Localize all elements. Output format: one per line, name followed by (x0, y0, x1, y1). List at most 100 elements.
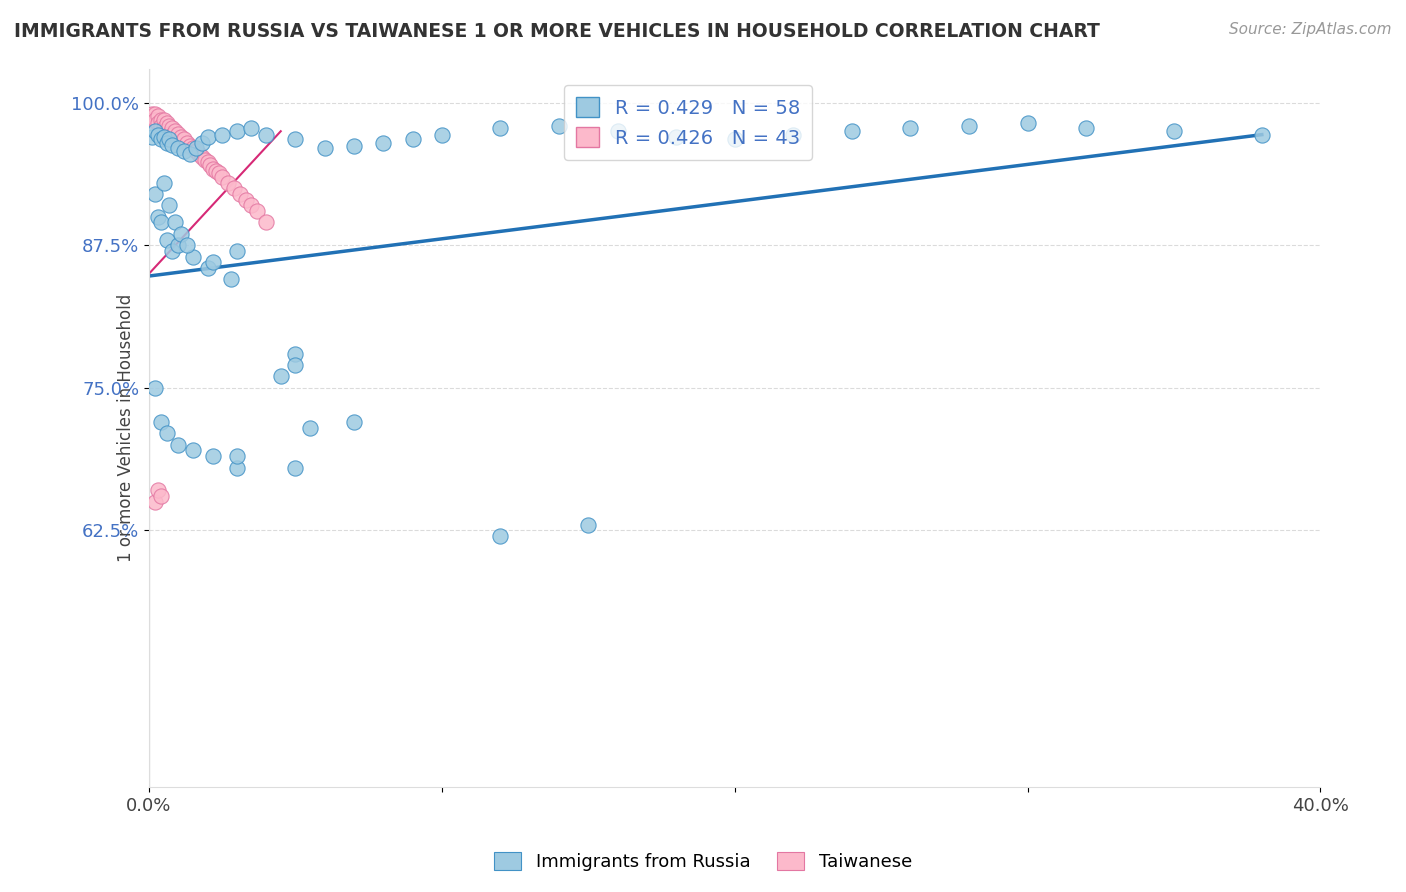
Point (152, 120, 174, 135)
Point (284, 460, 307, 475)
Point (240, 120, 263, 135)
Point (284, 358, 307, 372)
Point (343, 415, 366, 429)
Point (235, 193, 257, 207)
Point (159, 132, 181, 146)
Point (1074, 120, 1097, 135)
Point (1250, 128, 1272, 142)
Point (143, 495, 166, 509)
Point (162, 244, 184, 258)
Point (143, 112, 166, 127)
Point (155, 233, 177, 247)
Point (165, 124, 187, 138)
Point (141, 107, 163, 121)
Point (179, 139, 201, 153)
Point (149, 415, 172, 429)
Point (143, 107, 166, 121)
Point (181, 141, 204, 155)
Point (146, 116, 169, 130)
Point (202, 161, 225, 176)
Point (841, 124, 863, 138)
Y-axis label: 1 or more Vehicles in Household: 1 or more Vehicles in Household (117, 293, 135, 562)
Point (184, 144, 207, 158)
Point (548, 119, 571, 133)
Point (149, 215, 172, 229)
Point (211, 169, 233, 184)
Point (190, 136, 212, 150)
Point (170, 130, 193, 145)
Point (146, 128, 169, 142)
Point (225, 244, 247, 258)
Legend: Immigrants from Russia, Taiwanese: Immigrants from Russia, Taiwanese (486, 845, 920, 879)
Point (141, 130, 163, 145)
Point (217, 176, 239, 190)
Point (200, 158, 222, 172)
Point (159, 127, 181, 141)
Point (167, 238, 190, 252)
Point (181, 250, 204, 264)
Point (782, 128, 804, 142)
Point (141, 112, 163, 127)
Point (576, 517, 599, 532)
Point (187, 147, 209, 161)
Point (489, 529, 512, 543)
Point (181, 443, 204, 458)
Point (229, 186, 252, 201)
Point (1163, 124, 1185, 138)
Text: Source: ZipAtlas.com: Source: ZipAtlas.com (1229, 22, 1392, 37)
Point (202, 255, 225, 269)
Point (149, 489, 172, 503)
Point (314, 141, 336, 155)
Point (246, 204, 269, 219)
Point (167, 438, 190, 452)
Point (159, 198, 181, 212)
Point (401, 132, 423, 146)
Point (900, 120, 922, 135)
Point (155, 426, 177, 441)
Point (170, 227, 193, 241)
Point (373, 136, 395, 150)
Point (162, 128, 184, 142)
Point (159, 119, 181, 133)
Point (149, 112, 172, 127)
Point (149, 119, 172, 133)
Point (176, 136, 198, 150)
Point (225, 460, 247, 475)
Point (489, 120, 512, 135)
Point (146, 210, 169, 224)
Point (165, 215, 187, 229)
Point (240, 198, 263, 212)
Point (184, 141, 207, 155)
Point (143, 381, 166, 395)
Point (197, 130, 219, 145)
Point (143, 186, 166, 201)
Point (225, 124, 247, 138)
Point (606, 124, 628, 138)
Point (149, 132, 172, 146)
Point (173, 132, 195, 146)
Point (146, 483, 169, 498)
Point (219, 272, 242, 286)
Point (179, 147, 201, 161)
Point (152, 176, 174, 190)
Point (270, 369, 292, 384)
Point (208, 166, 231, 180)
Point (222, 181, 245, 195)
Point (284, 346, 307, 360)
Point (162, 137, 184, 152)
Point (343, 139, 366, 153)
Point (155, 124, 177, 138)
Point (173, 144, 195, 158)
Point (167, 127, 190, 141)
Point (254, 215, 277, 229)
Point (155, 136, 177, 150)
Point (724, 132, 747, 146)
Point (205, 164, 228, 178)
Legend: R = 0.429   N = 58, R = 0.426   N = 43: R = 0.429 N = 58, R = 0.426 N = 43 (564, 86, 811, 160)
Point (957, 119, 980, 133)
Point (211, 128, 233, 142)
Point (197, 155, 219, 169)
Point (1017, 116, 1039, 130)
Point (146, 110, 169, 124)
Point (665, 130, 688, 145)
